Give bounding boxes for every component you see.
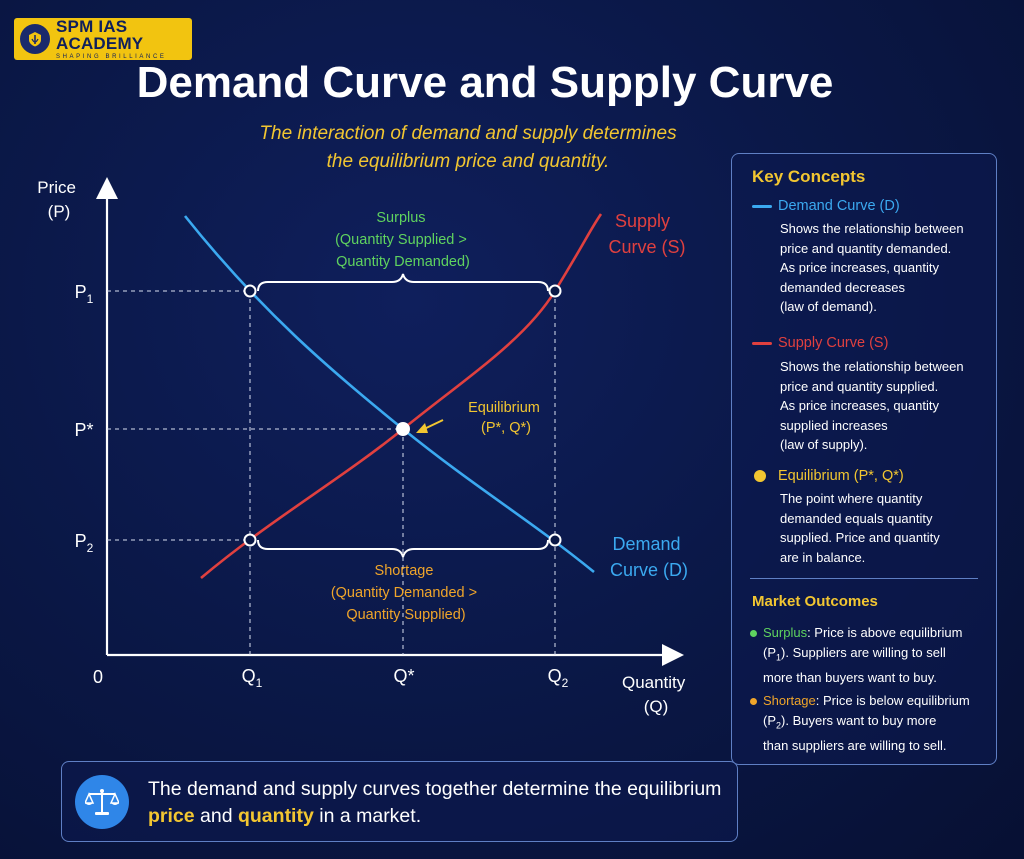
guide-lines xyxy=(107,290,556,655)
equilibrium-desc-line: demanded equals quantity xyxy=(780,510,933,526)
supply-concept-title: Supply Curve (S) xyxy=(752,335,888,351)
point-surplus-supply xyxy=(548,284,562,298)
shortage-outcome-line-2: (P2). Buyers want to buy more xyxy=(750,711,990,736)
academy-emblem-icon xyxy=(20,24,50,54)
shortage-outcome-label: Shortage xyxy=(763,693,816,708)
supply-concept-title-text: Supply Curve (S) xyxy=(778,335,889,351)
supply-desc-line: Shows the relationship between xyxy=(780,359,964,374)
surplus-brace xyxy=(257,273,549,292)
demand-curve-label: Demand Curve (D) xyxy=(610,534,688,580)
balance-scale-icon xyxy=(75,775,129,829)
shortage-label: Shortage (Quantity Demanded > Quantity S… xyxy=(331,563,481,623)
shortage-outcome-subscript: 2 xyxy=(776,720,782,731)
shortage-bullet-icon xyxy=(750,698,757,706)
equilibrium-dot-icon xyxy=(754,470,766,482)
surplus-outcome: Surplus: Price is above equilibrium (P1)… xyxy=(750,623,990,687)
demand-desc-line: As price increases, quantity xyxy=(780,260,939,275)
equilibrium-concept-description: The point where quantity demanded equals… xyxy=(780,489,990,567)
shortage-outcome-text: : Price is below equilibrium xyxy=(815,693,970,708)
tick-label-qstar: Q* xyxy=(393,666,414,686)
surplus-label: Surplus (Quantity Supplied > Quantity De… xyxy=(335,210,471,270)
shortage-outcome-text: ). Buyers want to buy more xyxy=(781,712,937,728)
equilibrium-point xyxy=(396,422,410,436)
equilibrium-concept-title-text: Equilibrium (P*, Q*) xyxy=(778,468,904,484)
surplus-outcome-label: Surplus xyxy=(763,625,808,640)
supply-concept-description: Shows the relationship between price and… xyxy=(780,357,990,455)
demand-desc-line: price and quantity demanded. xyxy=(780,240,952,256)
brand-tagline: SHAPING BRILLIANCE xyxy=(56,54,167,60)
point-surplus-demand xyxy=(243,284,257,298)
supply-demand-diagram: Price (P) Quantity (Q) 0 P1 P* P2 Q1 Q* … xyxy=(37,177,690,716)
equilibrium-desc-line: are in balance. xyxy=(780,549,866,565)
tick-label-p2: P2 xyxy=(75,531,94,555)
y-axis-label: Price (P) xyxy=(37,178,80,221)
tick-label-p1: P1 xyxy=(75,282,94,306)
market-outcomes-heading: Market Outcomes xyxy=(752,593,878,610)
point-shortage-demand xyxy=(548,533,562,547)
summary-box: The demand and supply curves together de… xyxy=(61,761,738,842)
point-shortage-supply xyxy=(243,533,257,547)
summary-quantity-highlight: quantity xyxy=(237,805,314,827)
summary-text: The demand and supply curves together de… xyxy=(148,776,728,830)
equilibrium-arrowhead xyxy=(416,423,428,433)
surplus-outcome-line-1: Surplus: Price is above equilibrium xyxy=(750,623,990,643)
summary-text-part: and xyxy=(194,805,238,827)
supply-curve xyxy=(200,213,603,579)
surplus-outcome-subscript: 1 xyxy=(776,652,782,663)
demand-desc-line: Shows the relationship between xyxy=(780,221,964,236)
equilibrium-concept-title: Equilibrium (P*, Q*) xyxy=(752,468,904,484)
subtitle-line-1: The interaction of demand and supply det… xyxy=(259,123,677,144)
origin-label: 0 xyxy=(93,667,103,687)
key-concepts-panel: Key Concepts Demand Curve (D) Shows the … xyxy=(731,153,997,765)
surplus-bullet-icon xyxy=(750,630,757,638)
demand-concept-title-text: Demand Curve (D) xyxy=(778,198,900,214)
surplus-outcome-line-3: more than buyers want to buy. xyxy=(763,669,937,685)
surplus-outcome-line-2: (P1). Suppliers are willing to sell xyxy=(750,643,990,668)
summary-text-part: The demand and supply curves together de… xyxy=(148,778,722,800)
surplus-outcome-text: : Price is above equilibrium xyxy=(807,625,963,640)
page-subtitle: The interaction of demand and supply det… xyxy=(218,120,718,175)
equilibrium-desc-line: The point where quantity xyxy=(780,491,923,506)
supply-desc-line: price and quantity supplied. xyxy=(780,378,939,394)
shortage-outcome-line-3: than suppliers are willing to sell. xyxy=(763,737,947,753)
shortage-outcome: Shortage: Price is below equilibrium (P2… xyxy=(750,691,990,755)
summary-text-part: in a market. xyxy=(313,805,422,827)
summary-price-highlight: price xyxy=(148,805,195,827)
supply-desc-line: (law of supply). xyxy=(780,437,868,452)
shortage-outcome-line-1: Shortage: Price is below equilibrium xyxy=(750,691,990,711)
subtitle-line-2: the equilibrium price and quantity. xyxy=(326,150,610,172)
tick-label-q2: Q2 xyxy=(548,666,569,690)
demand-legend-line xyxy=(752,204,772,208)
demand-desc-line: (law of demand). xyxy=(780,299,877,314)
supply-curve-label: Supply Curve (S) xyxy=(608,211,685,257)
page-title: Demand Curve and Supply Curve xyxy=(136,58,834,107)
demand-desc-line: demanded decreases xyxy=(780,279,906,295)
supply-legend-line xyxy=(752,341,772,345)
supply-desc-line: As price increases, quantity xyxy=(780,398,939,413)
shortage-brace xyxy=(257,539,549,558)
demand-concept-title: Demand Curve (D) xyxy=(752,198,900,214)
surplus-outcome-text: ). Suppliers are willing to sell xyxy=(781,644,946,660)
supply-desc-line: supplied increases xyxy=(780,417,888,433)
demand-concept-description: Shows the relationship between price and… xyxy=(780,219,990,317)
panel-divider xyxy=(750,578,978,579)
equilibrium-desc-line: supplied. Price and quantity xyxy=(780,530,940,545)
tick-label-pstar: P* xyxy=(74,420,93,440)
tick-label-q1: Q1 xyxy=(242,666,263,690)
x-axis-label: Quantity (Q) xyxy=(622,673,690,716)
key-concepts-heading: Key Concepts xyxy=(752,167,866,186)
surplus-outcome-text: (P xyxy=(763,644,776,660)
equilibrium-label: Equilibrium (P*, Q*) xyxy=(468,400,544,436)
shortage-outcome-text: (P xyxy=(763,712,776,728)
brand-logo: SPM IAS ACADEMY SHAPING BRILLIANCE xyxy=(14,18,192,60)
brand-name: SPM IAS ACADEMY xyxy=(56,17,144,53)
